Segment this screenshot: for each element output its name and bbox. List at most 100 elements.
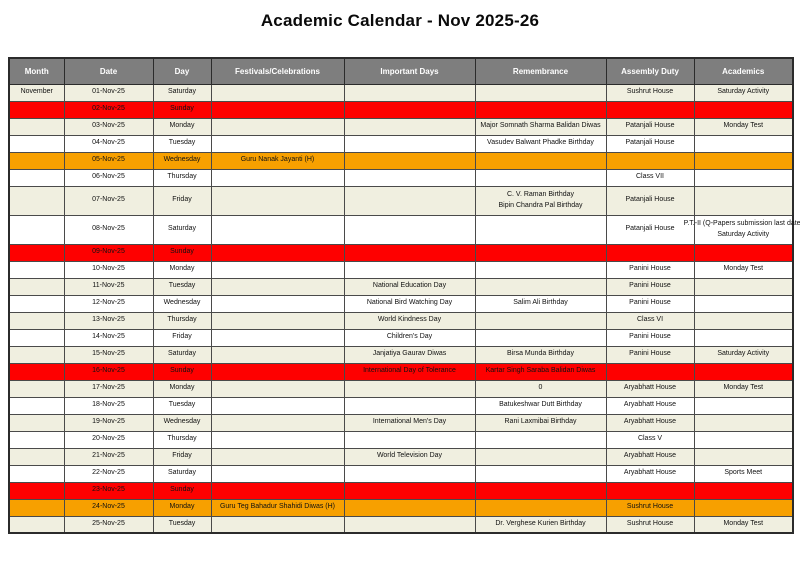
cell-important: National Education Day	[343, 277, 476, 296]
cell-festivals	[210, 345, 345, 364]
cell-assembly: Patanjali House	[605, 134, 695, 153]
cell-academics	[693, 413, 794, 432]
cell-remembrance	[474, 243, 607, 262]
cell-festivals: Guru Teg Bahadur Shahidi Diwas (H)	[210, 498, 345, 517]
cell-academics	[693, 134, 794, 153]
cell-day: Friday	[152, 447, 212, 466]
cell-date: 18-Nov-25	[63, 396, 154, 415]
cell-festivals	[210, 311, 345, 330]
cell-month	[8, 260, 65, 279]
cell-important	[343, 430, 476, 449]
cell-day: Sunday	[152, 362, 212, 381]
cell-month	[8, 168, 65, 187]
cell-date: 09-Nov-25	[63, 243, 154, 262]
cell-month	[8, 379, 65, 398]
cell-remembrance	[474, 430, 607, 449]
table-row: 08-Nov-25 Saturday Patanjali House P.T.-II …	[8, 214, 800, 245]
cell-remembrance	[474, 311, 607, 330]
cell-remembrance: Rani Laxmibai Birthday	[474, 413, 607, 432]
table-row: 23-Nov-25 Sunday	[8, 481, 794, 500]
cell-month	[8, 214, 65, 245]
cell-date: 12-Nov-25	[63, 294, 154, 313]
table-row: 17-Nov-25 Monday 0 Aryabhatt House Monday Te…	[8, 379, 794, 398]
cell-month	[8, 515, 65, 534]
cell-important	[343, 515, 476, 534]
cell-day: Thursday	[152, 311, 212, 330]
cell-remembrance: Birsa Munda Birthday	[474, 345, 607, 364]
column-header-date: Date	[63, 57, 154, 85]
cell-important	[343, 379, 476, 398]
table-row: 21-Nov-25 Friday World Television Day Aryab…	[8, 447, 794, 466]
table-row: 20-Nov-25 Thursday Class V	[8, 430, 794, 449]
cell-month	[8, 464, 65, 483]
cell-day: Thursday	[152, 168, 212, 187]
cell-academics: Saturday Activity	[693, 83, 794, 102]
cell-day: Monday	[152, 379, 212, 398]
cell-festivals	[210, 277, 345, 296]
cell-month	[8, 151, 65, 170]
cell-festivals	[210, 100, 345, 119]
cell-month: November	[8, 83, 65, 102]
column-header-remembrance: Remembrance	[474, 57, 607, 85]
cell-academics	[693, 100, 794, 119]
cell-festivals	[210, 117, 345, 136]
cell-assembly	[605, 243, 695, 262]
cell-festivals	[210, 464, 345, 483]
cell-remembrance	[474, 464, 607, 483]
cell-academics	[693, 498, 794, 517]
cell-month	[8, 362, 65, 381]
cell-month	[8, 134, 65, 153]
cell-academics	[693, 481, 794, 500]
cell-important	[343, 151, 476, 170]
cell-date: 10-Nov-25	[63, 260, 154, 279]
cell-assembly: Panini House	[605, 294, 695, 313]
table-row: 09-Nov-25 Sunday	[8, 243, 794, 262]
cell-day: Saturday	[152, 464, 212, 483]
cell-festivals	[210, 362, 345, 381]
cell-remembrance: Salim Ali Birthday	[474, 294, 607, 313]
cell-festivals	[210, 260, 345, 279]
cell-date: 04-Nov-25	[63, 134, 154, 153]
cell-assembly: Panini House	[605, 260, 695, 279]
cell-festivals: Guru Nanak Jayanti (H)	[210, 151, 345, 170]
cell-important: World Television Day	[343, 447, 476, 466]
cell-date: 02-Nov-25	[63, 100, 154, 119]
cell-month	[8, 345, 65, 364]
table-row: 18-Nov-25 Tuesday Batukeshwar Dutt Birthda…	[8, 396, 794, 415]
table-row: 10-Nov-25 Monday Panini House Monday Test	[8, 260, 794, 279]
cell-month	[8, 498, 65, 517]
cell-assembly: Panini House	[605, 277, 695, 296]
cell-academics: Monday Test	[693, 117, 794, 136]
cell-assembly: Panini House	[605, 345, 695, 364]
cell-month	[8, 413, 65, 432]
cell-date: 08-Nov-25	[63, 214, 154, 245]
cell-date: 13-Nov-25	[63, 311, 154, 330]
cell-month	[8, 481, 65, 500]
cell-academics	[693, 151, 794, 170]
cell-remembrance: Batukeshwar Dutt Birthday	[474, 396, 607, 415]
cell-date: 15-Nov-25	[63, 345, 154, 364]
cell-day: Tuesday	[152, 396, 212, 415]
cell-academics: Monday Test	[693, 260, 794, 279]
cell-day: Monday	[152, 498, 212, 517]
cell-remembrance: Kartar Singh Saraba Balidan Diwas	[474, 362, 607, 381]
cell-important	[343, 464, 476, 483]
cell-academics	[693, 294, 794, 313]
cell-day: Tuesday	[152, 515, 212, 534]
cell-month	[8, 243, 65, 262]
cell-important	[343, 214, 476, 245]
cell-festivals	[210, 481, 345, 500]
cell-month	[8, 277, 65, 296]
cell-academics	[693, 362, 794, 381]
cell-assembly: Panini House	[605, 328, 695, 347]
cell-important: International Day of Tolerance	[343, 362, 476, 381]
cell-date: 25-Nov-25	[63, 515, 154, 534]
cell-important: Janjatiya Gaurav Diwas	[343, 345, 476, 364]
cell-remembrance: Major Somnath Sharma Balidan Diwas	[474, 117, 607, 136]
cell-assembly: Aryabhatt House	[605, 464, 695, 483]
cell-remembrance	[474, 214, 607, 245]
cell-date: 22-Nov-25	[63, 464, 154, 483]
cell-day: Sunday	[152, 243, 212, 262]
cell-date: 01-Nov-25	[63, 83, 154, 102]
